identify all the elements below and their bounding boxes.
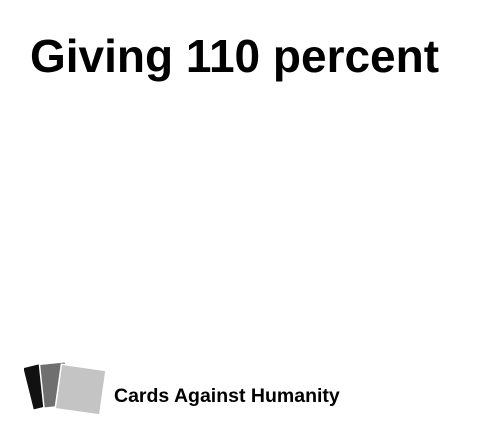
card-text: Giving 110 percent <box>30 30 440 82</box>
brand-name: Cards Against Humanity <box>114 385 340 407</box>
card-footer: Cards Against Humanity <box>24 356 384 416</box>
stacked-cards-icon <box>24 360 107 416</box>
